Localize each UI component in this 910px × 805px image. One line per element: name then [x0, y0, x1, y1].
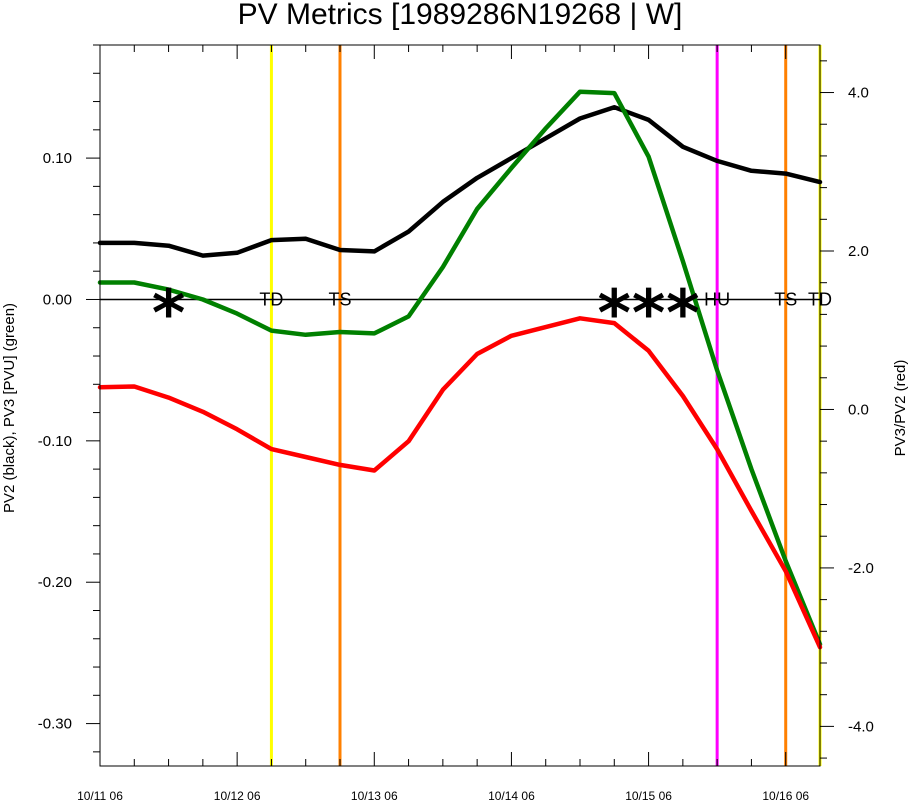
event-label-2: HU: [704, 289, 730, 309]
tick-labels: TD TS HU TS TD 10/11 06 10/12 06 10/13 06 10/14 …: [38, 85, 874, 803]
y-left-tick-label: 0.10: [43, 150, 72, 167]
event-label-1: TS: [328, 289, 351, 309]
plot-frame: [86, 44, 834, 767]
event-label-4: TD: [808, 289, 832, 309]
series-line-2: [97, 316, 823, 650]
series-lines: [97, 89, 823, 650]
x-tick-label: 10/14 06: [488, 789, 535, 803]
y-right-tick-label: 4.0: [848, 85, 869, 102]
y-left-tick-label: -0.20: [38, 574, 72, 591]
plot-border: [99, 44, 821, 767]
markers: * * * *: [152, 277, 700, 351]
series-line-1: [97, 89, 823, 647]
y-left-tick-label: -0.10: [38, 433, 72, 450]
star-marker-2: *: [632, 277, 665, 351]
x-tick-label: 10/13 06: [351, 789, 398, 803]
event-lines: [100, 45, 822, 766]
event-label-0: TD: [259, 289, 283, 309]
star-marker-0: *: [152, 277, 185, 351]
star-marker-1: *: [598, 277, 631, 351]
y-axis-right-label: PV3/PV2 (red): [892, 360, 909, 457]
y-right-tick-label: -4.0: [848, 718, 874, 735]
x-tick-label: 10/15 06: [625, 789, 672, 803]
y-axis-left-label: PV2 (black), PV3 [PVU] (green): [1, 303, 18, 513]
y-left-tick-label: -0.30: [38, 716, 72, 733]
star-marker-3: *: [666, 277, 699, 351]
y-left-tick-label: 0.00: [43, 291, 72, 308]
y-right-tick-label: 0.0: [848, 401, 869, 418]
y-right-tick-label: -2.0: [848, 560, 874, 577]
event-label-3: TS: [774, 289, 797, 309]
y-right-tick-label: 2.0: [848, 243, 869, 260]
x-tick-label: 10/11 06: [77, 789, 123, 803]
x-tick-label: 10/16 06: [762, 789, 809, 803]
chart-title: PV Metrics [1989286N19268 | W]: [238, 0, 683, 31]
series-line-0: [97, 104, 823, 258]
x-tick-label: 10/12 06: [214, 789, 261, 803]
